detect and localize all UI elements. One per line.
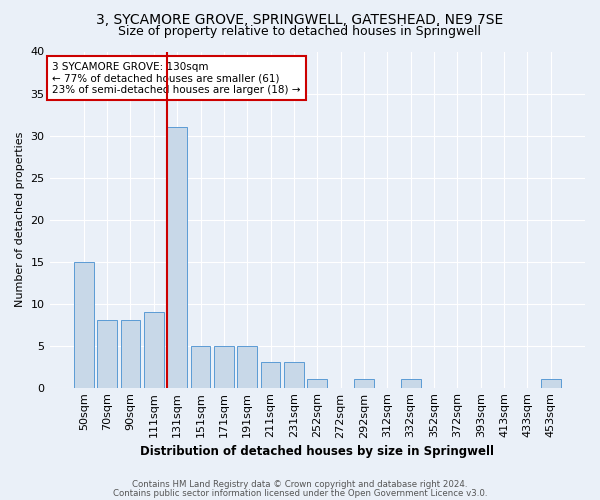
Bar [144,312,164,388]
Y-axis label: Number of detached properties: Number of detached properties [15,132,25,307]
Text: 3 SYCAMORE GROVE: 130sqm
← 77% of detached houses are smaller (61)
23% of semi-d: 3 SYCAMORE GROVE: 130sqm ← 77% of detach… [52,62,301,95]
Bar [541,379,560,388]
Bar [284,362,304,388]
Bar [97,320,117,388]
Bar [74,262,94,388]
Bar [260,362,280,388]
Text: Contains HM Land Registry data © Crown copyright and database right 2024.: Contains HM Land Registry data © Crown c… [132,480,468,489]
Bar [214,346,234,388]
Text: Size of property relative to detached houses in Springwell: Size of property relative to detached ho… [119,25,482,38]
Bar [121,320,140,388]
Bar [354,379,374,388]
Bar [401,379,421,388]
Text: 3, SYCAMORE GROVE, SPRINGWELL, GATESHEAD, NE9 7SE: 3, SYCAMORE GROVE, SPRINGWELL, GATESHEAD… [97,12,503,26]
Text: Contains public sector information licensed under the Open Government Licence v3: Contains public sector information licen… [113,489,487,498]
Bar [191,346,211,388]
Bar [307,379,327,388]
X-axis label: Distribution of detached houses by size in Springwell: Distribution of detached houses by size … [140,444,494,458]
Bar [167,127,187,388]
Bar [238,346,257,388]
